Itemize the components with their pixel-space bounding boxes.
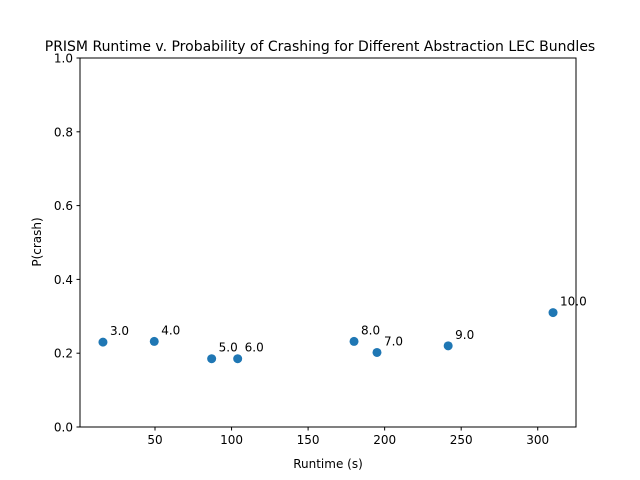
y-tick-label: 0.2 bbox=[54, 347, 73, 361]
y-tick-label: 0.6 bbox=[54, 199, 73, 213]
x-tick-label: 200 bbox=[373, 433, 396, 447]
data-point bbox=[372, 347, 382, 357]
x-tick-label: 250 bbox=[450, 433, 473, 447]
data-point-label: 10.0 bbox=[560, 295, 587, 309]
x-tick-label: 100 bbox=[220, 433, 243, 447]
x-axis-label: Runtime (s) bbox=[293, 457, 363, 471]
data-point-label: 6.0 bbox=[245, 341, 264, 355]
data-points bbox=[98, 308, 558, 364]
y-tick-label: 0.4 bbox=[54, 273, 73, 287]
data-point-label: 7.0 bbox=[384, 334, 403, 348]
data-point bbox=[98, 337, 108, 347]
data-point-label: 3.0 bbox=[110, 324, 129, 338]
data-point-label: 9.0 bbox=[455, 328, 474, 342]
data-point bbox=[443, 341, 453, 351]
data-point-label: 4.0 bbox=[161, 323, 180, 337]
data-point-label: 5.0 bbox=[219, 341, 238, 355]
data-point bbox=[207, 354, 217, 364]
x-tick-label: 300 bbox=[526, 433, 549, 447]
x-tick-label: 50 bbox=[147, 433, 162, 447]
x-axis-ticks: 50 100 150 200 250 300 bbox=[147, 427, 549, 447]
data-point-label: 8.0 bbox=[361, 323, 380, 337]
x-tick-label: 150 bbox=[297, 433, 320, 447]
data-point bbox=[548, 308, 558, 318]
data-point bbox=[149, 336, 159, 346]
chart-title: PRISM Runtime v. Probability of Crashing… bbox=[45, 39, 595, 55]
y-axis-label: P(crash) bbox=[30, 217, 44, 266]
y-tick-label: 0.8 bbox=[54, 125, 73, 139]
y-tick-label: 0.0 bbox=[54, 421, 73, 435]
y-axis-ticks: 0.0 0.2 0.4 0.6 0.8 1.0 bbox=[54, 52, 80, 435]
plot-area-frame bbox=[79, 57, 577, 428]
y-tick-label: 1.0 bbox=[54, 52, 73, 66]
data-point bbox=[233, 354, 243, 364]
data-point bbox=[349, 336, 359, 346]
point-labels: 3.0 4.0 5.0 6.0 7.0 8.0 9.0 10.0 bbox=[110, 295, 587, 355]
